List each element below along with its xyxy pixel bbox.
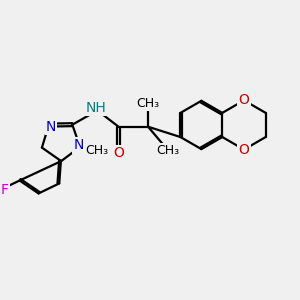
Text: O: O [113, 146, 124, 160]
Text: O: O [238, 142, 249, 157]
Text: CH₃: CH₃ [85, 144, 109, 157]
Text: N: N [73, 139, 84, 152]
Text: NH: NH [85, 100, 106, 115]
Text: CH₃: CH₃ [156, 144, 179, 157]
Text: N: N [46, 119, 56, 134]
Text: CH₃: CH₃ [136, 97, 160, 110]
Text: F: F [1, 183, 9, 197]
Text: O: O [238, 93, 249, 107]
